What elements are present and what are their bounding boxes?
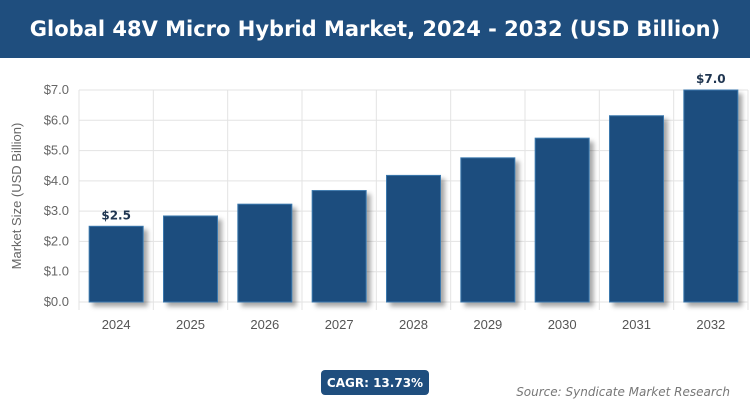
bar-2029 xyxy=(460,157,516,303)
y-axis-label: Market Size (USD Billion) xyxy=(9,123,24,270)
x-tick-label: 2031 xyxy=(622,317,651,332)
y-tick-label: $4.0 xyxy=(44,173,69,188)
y-tick-label: $1.0 xyxy=(44,264,69,279)
x-tick-label: 2030 xyxy=(548,317,577,332)
bar-2030 xyxy=(534,137,590,303)
bar-2031 xyxy=(609,115,664,303)
y-tick-label: $6.0 xyxy=(44,112,69,127)
x-tick-label: 2032 xyxy=(696,317,725,332)
bar-2025 xyxy=(163,215,218,303)
data-label: $7.0 xyxy=(696,72,726,86)
data-label: $2.5 xyxy=(101,208,131,222)
bar-2026 xyxy=(237,203,293,303)
bar-2027 xyxy=(311,190,367,303)
y-tick-label: $3.0 xyxy=(44,203,69,218)
bar-2028 xyxy=(386,174,441,303)
x-tick-label: 2024 xyxy=(102,317,131,332)
x-tick-label: 2026 xyxy=(250,317,279,332)
x-tick-label: 2027 xyxy=(325,317,354,332)
source-note: Source: Syndicate Market Research xyxy=(516,385,730,399)
chart-title: Global 48V Micro Hybrid Market, 2024 - 2… xyxy=(0,0,750,58)
bar-2024 xyxy=(88,225,144,303)
x-tick-label: 2025 xyxy=(176,317,205,332)
y-tick-label: $5.0 xyxy=(44,143,69,158)
cagr-badge: CAGR: 13.73% xyxy=(321,370,429,395)
y-tick-label: $2.0 xyxy=(44,233,69,248)
bar-2032 xyxy=(683,89,739,303)
y-tick-label: $0.0 xyxy=(44,294,69,309)
y-tick-label: $7.0 xyxy=(44,82,69,97)
x-tick-label: 2029 xyxy=(473,317,502,332)
x-tick-label: 2028 xyxy=(399,317,428,332)
